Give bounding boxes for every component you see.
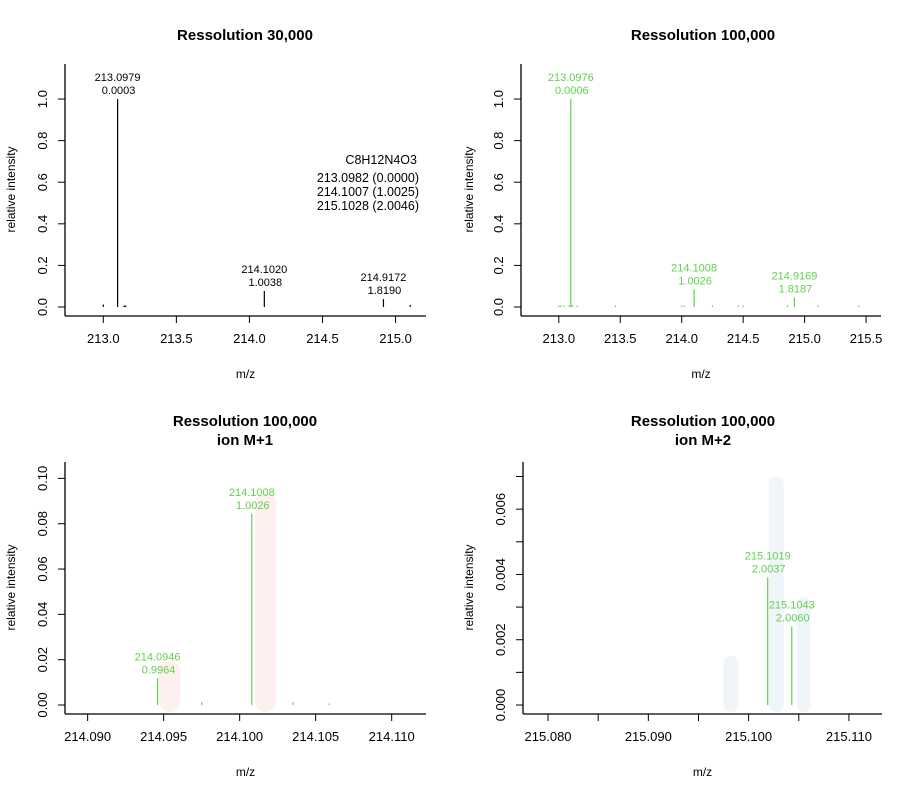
isotope-band	[796, 597, 811, 712]
peak-delta-label: 1.8190	[368, 285, 402, 297]
x-axis-title: m/z	[236, 367, 255, 381]
formula-label: C8H12N4O3	[345, 153, 417, 167]
y-tick-label: 0.004	[493, 558, 508, 591]
theoretical-mass-label: 215.1028 (2.0046)	[317, 199, 419, 213]
chart-title: ion M+2	[675, 432, 731, 449]
peak-mz-label: 214.1020	[241, 264, 287, 276]
x-tick-label: 215.090	[625, 729, 672, 744]
x-tick-label: 214.110	[369, 729, 415, 744]
peak-delta-label: 1.0026	[678, 275, 712, 287]
y-axis-title: relative intensity	[4, 544, 18, 630]
y-tick-label: 0.04	[35, 602, 50, 627]
y-tick-label: 0.4	[491, 215, 506, 233]
isotope-band	[254, 493, 277, 712]
peak-delta-label: 1.0038	[248, 277, 282, 289]
x-tick-label: 214.0	[665, 331, 698, 346]
x-tick-label: 213.0	[87, 331, 120, 346]
x-tick-label: 213.0	[543, 331, 576, 346]
isotope-band	[768, 476, 784, 712]
theoretical-mass-label: 214.1007 (1.0025)	[317, 185, 419, 199]
y-tick-label: 0.8	[491, 132, 506, 150]
y-tick-label: 0.2	[491, 256, 506, 274]
peak-mz-label: 214.1008	[229, 487, 275, 499]
y-tick-label: 0.0	[491, 298, 506, 316]
y-tick-label: 0.06	[35, 556, 50, 581]
peak-mz-label: 214.0946	[135, 651, 181, 663]
x-tick-label: 214.105	[292, 729, 339, 744]
x-axis-title: m/z	[693, 765, 712, 779]
peak-mz-label: 214.9172	[360, 272, 406, 284]
peak-delta-label: 2.0037	[752, 564, 786, 576]
peak-delta-label: 1.0026	[236, 500, 270, 512]
peak-delta-label: 0.0006	[555, 85, 589, 97]
chart-title: Ressolution 30,000	[177, 27, 313, 44]
x-tick-label: 214.095	[140, 729, 187, 744]
chart-title: Ressolution 100,000	[631, 413, 775, 430]
peak-delta-label: 1.8187	[779, 284, 813, 296]
y-tick-label: 0.10	[35, 466, 50, 491]
y-tick-label: 0.4	[35, 215, 50, 233]
isotope-band	[159, 660, 181, 712]
y-tick-label: 0.08	[35, 511, 50, 536]
x-tick-label: 213.5	[160, 331, 193, 346]
chart-title: ion M+1	[217, 432, 273, 449]
y-tick-label: 0.2	[35, 256, 50, 274]
peak-delta-label: 0.9964	[142, 664, 176, 676]
x-axis-title: m/z	[236, 765, 255, 779]
chart-panel-res100k-m1: Ressolution 100,000 ion M+1 214.090 214.095…	[4, 413, 426, 779]
x-tick-label: 214.090	[64, 729, 111, 744]
chart-panel-res100k-m2: Ressolution 100,000 ion M+2 215.080 215.090…	[462, 413, 882, 779]
x-tick-label: 214.5	[306, 331, 339, 346]
chart-panel-res30k: Ressolution 30,000 213.0 213.5 214.0 214.5 21…	[4, 27, 426, 381]
x-tick-label: 214.100	[216, 729, 263, 744]
x-tick-label: 215.0	[788, 331, 821, 346]
peak-mz-label: 215.1019	[745, 551, 791, 563]
x-tick-label: 215.100	[725, 729, 772, 744]
y-axis-title: relative intensity	[4, 146, 18, 232]
chart-title: Ressolution 100,000	[631, 27, 775, 44]
peak-delta-label: 2.0060	[776, 613, 810, 625]
y-tick-label: 0.0	[35, 298, 50, 316]
y-tick-label: 1.0	[35, 90, 50, 108]
y-axis-title: relative intensity	[462, 544, 476, 630]
peak-mz-label: 214.1008	[671, 262, 717, 274]
chart-title: Ressolution 100,000	[173, 413, 317, 430]
y-axis-title: relative intensity	[462, 146, 476, 232]
y-tick-label: 0.006	[493, 493, 508, 526]
y-tick-label: 0.00	[35, 692, 50, 717]
peak-delta-label: 0.0003	[102, 85, 136, 97]
y-tick-label: 0.000	[493, 689, 508, 722]
x-tick-label: 215.110	[826, 729, 872, 744]
theoretical-mass-label: 213.0982 (0.0000)	[317, 171, 419, 185]
peak-mz-label: 215.1043	[769, 600, 815, 612]
x-tick-label: 213.5	[604, 331, 637, 346]
y-tick-label: 0.8	[35, 132, 50, 150]
peak-mz-label: 214.9169	[771, 271, 817, 283]
x-tick-label: 215.0	[379, 331, 412, 346]
x-tick-label: 214.5	[727, 331, 760, 346]
x-axis-title: m/z	[691, 367, 710, 381]
y-tick-label: 0.6	[35, 173, 50, 191]
y-tick-label: 0.6	[491, 173, 506, 191]
y-tick-label: 0.002	[493, 623, 508, 656]
y-tick-label: 1.0	[491, 90, 506, 108]
x-tick-label: 215.5	[850, 331, 883, 346]
peak-mz-label: 213.0976	[548, 72, 594, 84]
x-tick-label: 215.080	[525, 729, 572, 744]
x-tick-label: 214.0	[233, 331, 266, 346]
peak-mz-label: 213.0979	[95, 72, 141, 84]
chart-panel-res100k: Ressolution 100,000 213.0 213.5 214.0 214.5 2…	[462, 27, 882, 381]
y-tick-label: 0.02	[35, 647, 50, 672]
isotope-band	[723, 656, 739, 712]
